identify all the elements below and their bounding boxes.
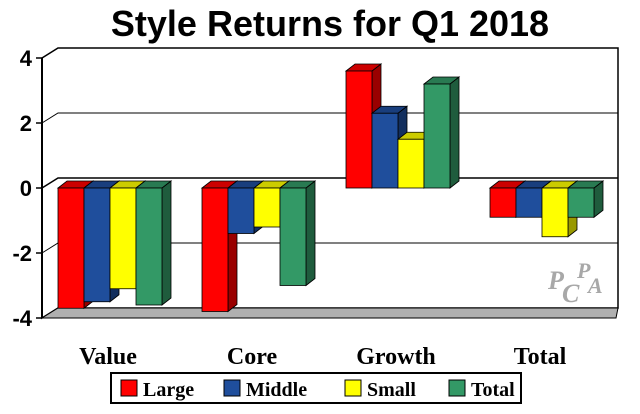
logo-letter: A: [586, 273, 603, 298]
y-tick-label: 0: [20, 176, 32, 201]
gridline: [41, 47, 618, 59]
legend-swatch: [344, 379, 362, 397]
bar-front: [279, 187, 307, 286]
bar-front: [201, 187, 229, 312]
y-axis-ticks: -4 -2 0 2 4: [12, 46, 42, 331]
legend: Large Middle Small Total: [110, 372, 522, 404]
legend-item-middle: Middle: [223, 379, 307, 401]
bar-side: [449, 76, 460, 189]
legend-label: Small: [367, 379, 416, 401]
bar-front: [371, 112, 399, 189]
bar-front: [109, 187, 137, 290]
bar-front: [253, 187, 281, 228]
bar-front: [489, 187, 517, 218]
legend-item-large: Large: [120, 379, 194, 401]
bar-front: [227, 187, 255, 234]
bar-front: [397, 138, 425, 189]
bar-front: [83, 187, 111, 303]
legend-label: Middle: [246, 379, 307, 401]
legend-label: Large: [143, 379, 194, 401]
legend-swatch: [120, 379, 138, 397]
legend-item-total: Total: [448, 379, 515, 401]
bar-front: [515, 187, 543, 218]
logo-letter: P: [547, 266, 565, 295]
legend-swatch: [223, 379, 241, 397]
chart-title: Style Returns for Q1 2018: [111, 3, 549, 44]
x-tick-label: Value: [79, 344, 137, 370]
legend-label: Total: [471, 379, 515, 401]
bar-front: [567, 187, 595, 218]
legend-item-small: Small: [344, 379, 416, 401]
bar-front: [345, 70, 373, 189]
bar-side: [305, 180, 316, 287]
x-axis-labels: Value Core Growth Total: [79, 344, 566, 370]
y-tick-label: -2: [12, 241, 32, 266]
bar-front: [541, 187, 569, 238]
bar-front: [57, 187, 85, 309]
bar-front: [135, 187, 163, 306]
logo-letter: P: [576, 258, 591, 283]
y-tick-label: 4: [20, 46, 33, 71]
bar-side: [161, 180, 172, 306]
y-tick-label: 2: [20, 111, 32, 136]
bar-core-total: [278, 180, 317, 287]
x-tick-label: Core: [227, 344, 278, 370]
bar-front: [423, 83, 451, 189]
bar-value-total: [134, 180, 173, 306]
legend-swatch: [448, 379, 466, 397]
bar-total-total: [566, 180, 605, 219]
x-tick-label: Total: [514, 344, 567, 370]
y-tick-label: -4: [12, 306, 32, 331]
bar-growth-total: [422, 76, 461, 189]
x-tick-label: Growth: [356, 344, 436, 370]
plot-frame: [40, 47, 619, 320]
plot-floor: [40, 307, 619, 319]
pcpa-logo: P C P A: [547, 258, 603, 308]
logo-letter: C: [562, 279, 580, 308]
bars: [56, 63, 605, 313]
